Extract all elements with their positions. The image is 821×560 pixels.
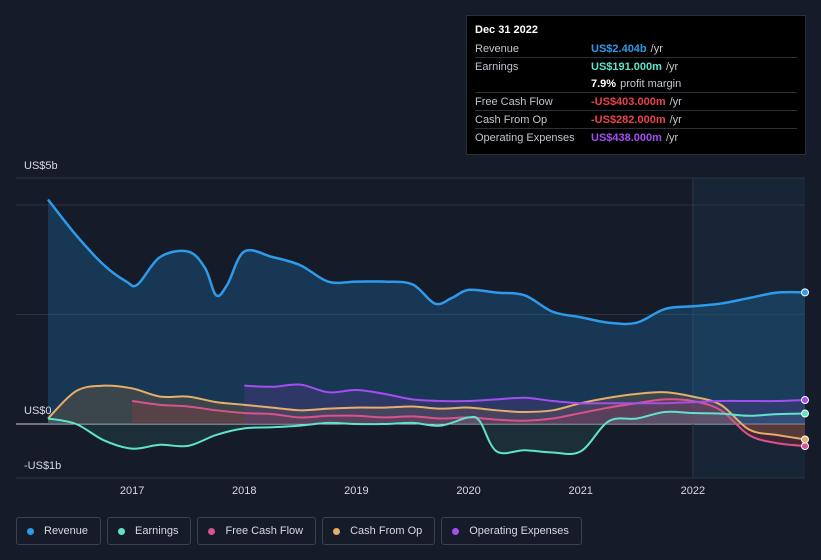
tooltip-date: Dec 31 2022 <box>475 24 538 36</box>
tooltip-row-value: US$2.404b <box>591 42 647 55</box>
legend-item-earnings[interactable]: Earnings <box>107 517 192 545</box>
tooltip-row-value: US$191.000m <box>591 60 662 73</box>
tooltip-row-value: -US$403.000m <box>591 95 666 108</box>
tooltip-panel: Dec 31 2022 Revenue US$2.404b/yr Earnings U… <box>466 15 806 155</box>
tooltip-row-unit: /yr <box>669 113 682 126</box>
tooltip-row-unit: /yr <box>665 131 679 144</box>
line-operating-expenses <box>244 383 806 405</box>
tooltip-row-unit: profit margin <box>620 77 682 90</box>
legend-item-cash-from-op[interactable]: Cash From Op <box>322 517 436 545</box>
tooltip-row-label: Revenue <box>475 42 520 55</box>
x-tick-label: 2019 <box>344 485 368 497</box>
x-tick-label: 2020 <box>456 485 480 497</box>
end-point-earnings <box>801 409 809 418</box>
legend-item-revenue[interactable]: Revenue <box>16 517 102 545</box>
legend-label: Cash From Op <box>350 525 423 537</box>
tooltip-row-label: Operating Expenses <box>475 131 575 144</box>
tooltip-row-value: US$438.000m <box>591 131 662 144</box>
line-revenue <box>47 198 806 326</box>
tooltip-row-unit: /yr <box>669 95 682 108</box>
tooltip-row: 7.9% profit margin <box>475 75 797 92</box>
x-tick-label: 2018 <box>232 485 256 497</box>
area-free-cash-flow <box>132 399 806 447</box>
legend-label: Free Cash Flow <box>225 525 304 537</box>
tooltip-row: Free Cash Flow -US$403.000m/yr <box>475 92 797 110</box>
legend-label: Revenue <box>44 525 89 537</box>
tooltip-row: Earnings US$191.000m/yr <box>475 57 797 75</box>
area-revenue <box>48 199 805 424</box>
legend-item-free-cash-flow[interactable]: Free Cash Flow <box>197 517 317 545</box>
line-cash-from-op <box>47 384 806 441</box>
tooltip-row: Cash From Op -US$282.000m/yr <box>475 110 797 128</box>
legend-label: Earnings <box>135 525 179 537</box>
legend-dot-icon <box>118 527 126 535</box>
tooltip-row: Operating Expenses US$438.000m/yr <box>475 128 797 146</box>
tooltip-row-value: -US$282.000m <box>591 113 666 126</box>
y-axis-zero-label: US$0 <box>24 405 52 417</box>
y-axis-bottom-label: -US$1b <box>24 460 62 472</box>
y-axis-top-label: US$5b <box>24 160 58 172</box>
end-point-free-cash-flow <box>801 442 809 451</box>
line-earnings <box>47 410 806 456</box>
legend-dot-icon <box>27 527 34 535</box>
legend-dot-icon <box>333 527 341 535</box>
tooltip-row-value: 7.9% <box>591 77 617 90</box>
legend-label: Operating Expenses <box>469 525 569 537</box>
tooltip-row-unit: /yr <box>665 60 679 73</box>
tooltip-row-unit: /yr <box>650 42 663 55</box>
legend: Revenue Earnings Free Cash Flow Cash From O… <box>16 517 582 545</box>
tooltip-row-label: Free Cash Flow <box>475 95 553 108</box>
legend-item-operating-expenses[interactable]: Operating Expenses <box>441 517 582 545</box>
x-tick-label: 2017 <box>120 485 144 497</box>
x-tick-label: 2021 <box>568 485 592 497</box>
legend-dot-icon <box>452 527 460 535</box>
area-cash-from-op <box>48 385 805 440</box>
area-earnings <box>48 411 805 455</box>
tooltip-row-label: Cash From Op <box>475 113 548 126</box>
end-point-revenue <box>801 288 809 297</box>
end-point-operating-expenses <box>801 396 809 405</box>
end-point-cash-from-op <box>801 435 809 444</box>
x-tick-label: 2022 <box>681 485 705 497</box>
forecast-region <box>692 178 805 478</box>
tooltip-row: Revenue US$2.404b/yr <box>475 40 797 57</box>
legend-dot-icon <box>208 527 216 535</box>
tooltip-row-label: Earnings <box>475 60 519 73</box>
